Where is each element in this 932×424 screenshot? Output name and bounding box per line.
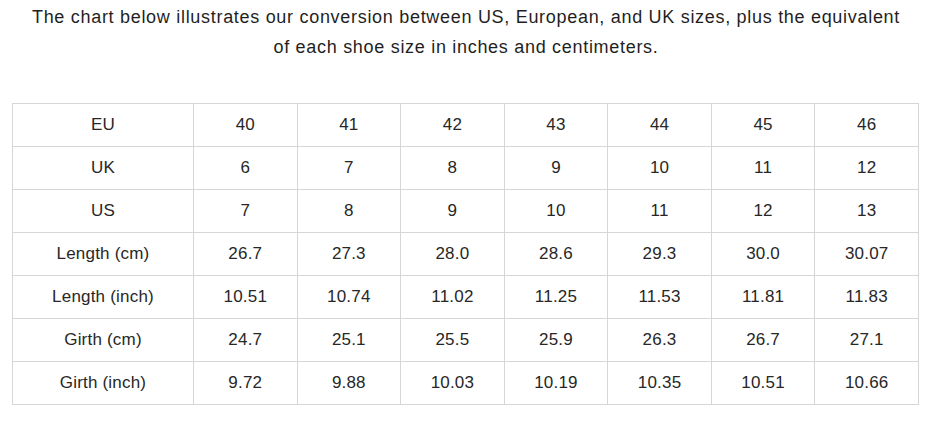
description-line-2: of each shoe size in inches and centimet… <box>0 32 932 62</box>
table-cell: 46 <box>815 104 919 147</box>
table-cell: 11 <box>711 147 815 190</box>
table-cell: 6 <box>194 147 298 190</box>
size-conversion-table: EU40414243444546UK6789101112US7891011121… <box>12 103 919 405</box>
table-cell: 44 <box>608 104 712 147</box>
table-cell: 13 <box>815 190 919 233</box>
table-cell: 9.72 <box>194 362 298 405</box>
table-cell: 27.1 <box>815 319 919 362</box>
table-row: Length (cm)26.727.328.028.629.330.030.07 <box>13 233 919 276</box>
table-body: EU40414243444546UK6789101112US7891011121… <box>13 104 919 405</box>
table-cell: 10.74 <box>297 276 401 319</box>
row-label: EU <box>13 104 194 147</box>
table-cell: 10.51 <box>711 362 815 405</box>
page-description: The chart below illustrates our conversi… <box>0 0 932 62</box>
table-row: UK6789101112 <box>13 147 919 190</box>
table-cell: 26.3 <box>608 319 712 362</box>
table-cell: 10.51 <box>194 276 298 319</box>
table-cell: 11.02 <box>401 276 505 319</box>
table-cell: 11 <box>608 190 712 233</box>
table-cell: 10.03 <box>401 362 505 405</box>
table-cell: 45 <box>711 104 815 147</box>
table-row: Girth (cm)24.725.125.525.926.326.727.1 <box>13 319 919 362</box>
table-cell: 24.7 <box>194 319 298 362</box>
table-cell: 10 <box>608 147 712 190</box>
row-label: UK <box>13 147 194 190</box>
table-cell: 8 <box>401 147 505 190</box>
table-cell: 26.7 <box>711 319 815 362</box>
table-row: Length (inch)10.5110.7411.0211.2511.5311… <box>13 276 919 319</box>
table-cell: 25.1 <box>297 319 401 362</box>
table-cell: 25.9 <box>504 319 608 362</box>
table-cell: 8 <box>297 190 401 233</box>
table-cell: 25.5 <box>401 319 505 362</box>
table-cell: 11.53 <box>608 276 712 319</box>
table-cell: 10 <box>504 190 608 233</box>
row-label: Length (cm) <box>13 233 194 276</box>
table-cell: 30.0 <box>711 233 815 276</box>
description-line-1: The chart below illustrates our conversi… <box>0 2 932 32</box>
table-cell: 12 <box>815 147 919 190</box>
table-cell: 26.7 <box>194 233 298 276</box>
table-cell: 7 <box>194 190 298 233</box>
table-row: EU40414243444546 <box>13 104 919 147</box>
table-cell: 9 <box>504 147 608 190</box>
table-cell: 28.0 <box>401 233 505 276</box>
table-cell: 29.3 <box>608 233 712 276</box>
table-cell: 40 <box>194 104 298 147</box>
table-cell: 9.88 <box>297 362 401 405</box>
table-cell: 10.19 <box>504 362 608 405</box>
table-cell: 11.83 <box>815 276 919 319</box>
table-cell: 41 <box>297 104 401 147</box>
row-label: Girth (inch) <box>13 362 194 405</box>
table-cell: 42 <box>401 104 505 147</box>
table-cell: 43 <box>504 104 608 147</box>
table-cell: 27.3 <box>297 233 401 276</box>
row-label: US <box>13 190 194 233</box>
table-cell: 7 <box>297 147 401 190</box>
table-cell: 12 <box>711 190 815 233</box>
table-cell: 11.25 <box>504 276 608 319</box>
table-cell: 30.07 <box>815 233 919 276</box>
table-cell: 28.6 <box>504 233 608 276</box>
table-row: Girth (inch)9.729.8810.0310.1910.3510.51… <box>13 362 919 405</box>
table-cell: 10.66 <box>815 362 919 405</box>
row-label: Length (inch) <box>13 276 194 319</box>
table-cell: 10.35 <box>608 362 712 405</box>
table-cell: 9 <box>401 190 505 233</box>
row-label: Girth (cm) <box>13 319 194 362</box>
table-cell: 11.81 <box>711 276 815 319</box>
table-row: US78910111213 <box>13 190 919 233</box>
